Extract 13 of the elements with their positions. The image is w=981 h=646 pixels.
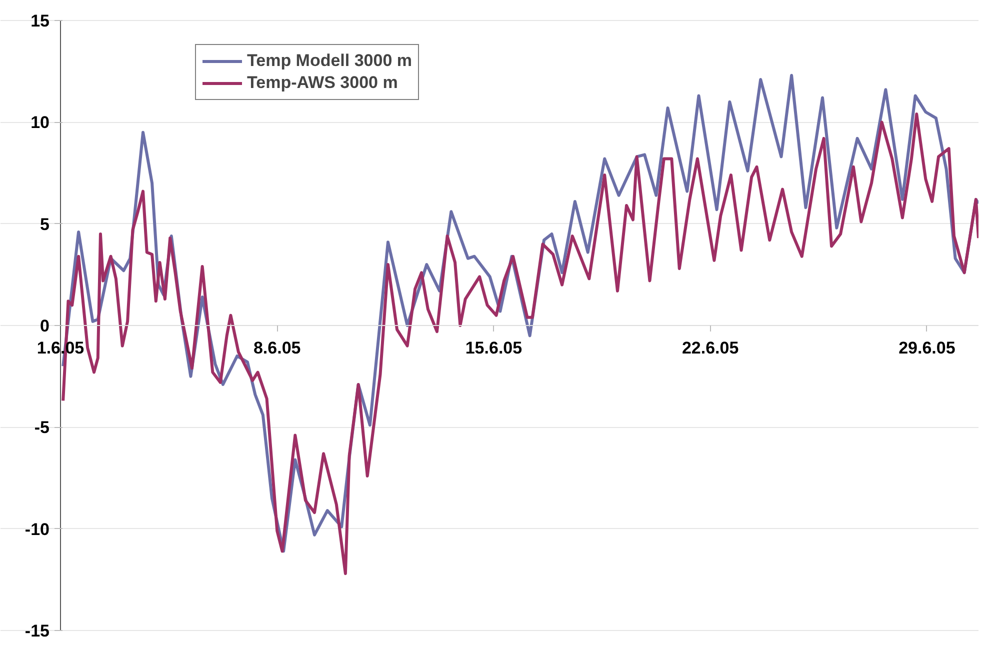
legend-label: Temp-AWS 3000 m xyxy=(247,73,398,93)
x-tick-label: 8.6.05 xyxy=(253,338,301,358)
x-tick-label: 29.6.05 xyxy=(898,338,956,358)
y-tick-label: 5 xyxy=(40,214,50,234)
x-tick-label: 22.6.05 xyxy=(682,338,739,358)
y-tick-label: -10 xyxy=(24,520,50,539)
y-tick-label: 10 xyxy=(30,113,50,132)
y-tick-label: 0 xyxy=(40,316,50,336)
y-tick-label: -15 xyxy=(24,622,50,640)
y-tick-label: 15 xyxy=(30,12,50,30)
legend-label: Temp Modell 3000 m xyxy=(247,51,412,71)
y-tick-label: -5 xyxy=(34,418,50,438)
x-tick-label: 15.6.05 xyxy=(465,338,522,358)
